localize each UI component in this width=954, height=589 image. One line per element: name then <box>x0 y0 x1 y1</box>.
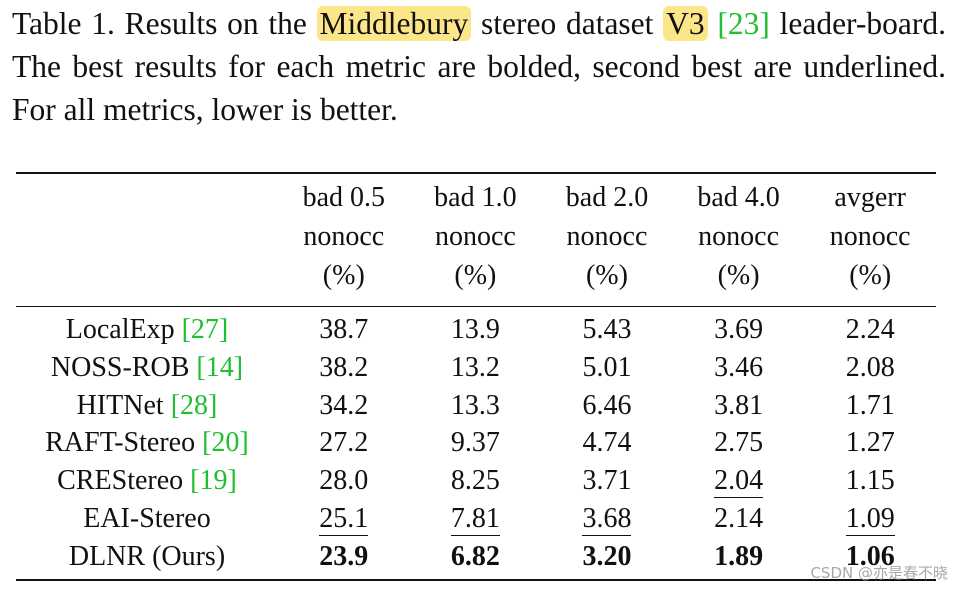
caption-highlight-middlebury: Middlebury <box>316 6 472 41</box>
value-cell: 13.2 <box>450 351 500 383</box>
value-cell: 34.2 <box>319 389 369 421</box>
table-row: DLNR (Ours) 23.9 6.82 3.20 1.89 1.06 <box>16 538 936 576</box>
value-cell: 27.2 <box>319 427 369 459</box>
value-cell: 9.37 <box>450 427 500 459</box>
column-header-bad-1-0: bad 1.0 nonocc (%) <box>434 182 517 291</box>
value-cell: 38.2 <box>319 351 369 383</box>
value-cell: 2.75 <box>714 427 764 459</box>
value-cell: 6.46 <box>582 389 632 421</box>
value-cell: 2.24 <box>845 314 895 345</box>
caption-citation-link[interactable]: [23] <box>717 6 770 41</box>
best-value-cell: 1.06 <box>845 540 895 572</box>
caption-suffix: leader-board. The best results for each … <box>12 6 946 127</box>
best-value-cell: 23.9 <box>319 540 369 572</box>
value-cell: 28.0 <box>319 465 369 497</box>
value-cell: 3.69 <box>714 314 764 345</box>
table-caption: Table 1. Results on the Middlebury stere… <box>12 2 946 131</box>
caption-highlight-v3: V3 <box>663 6 708 41</box>
table-row: CREStereo [19] 28.0 8.25 3.71 2.04 1.15 <box>16 462 936 500</box>
second-best-value-cell: 1.09 <box>845 502 895 536</box>
method-name: LocalExp [27] <box>65 314 229 345</box>
best-value-cell: 3.20 <box>582 540 632 572</box>
method-name: CREStereo [19] <box>57 465 237 497</box>
citation-link[interactable]: [28] <box>170 389 218 421</box>
column-header-bad-0-5: bad 0.5 nonocc (%) <box>302 182 386 291</box>
caption-prefix: Table 1. Results on the <box>12 6 317 41</box>
caption-middle: stereo dataset <box>471 6 664 41</box>
value-cell: 1.15 <box>845 465 895 497</box>
citation-link[interactable]: [20] <box>202 427 249 459</box>
results-table: bad 0.5 nonocc (%) bad 1.0 nonocc (%) bad 2.… <box>16 178 936 576</box>
value-cell: 5.01 <box>582 351 632 383</box>
results-table-header: bad 0.5 nonocc (%) bad 1.0 nonocc (%) bad 2.… <box>16 178 936 311</box>
value-cell: 5.43 <box>582 314 632 345</box>
value-cell: 8.25 <box>450 465 500 497</box>
column-header-bad-2-0: bad 2.0 nonocc (%) <box>565 182 649 291</box>
best-value-cell: 6.82 <box>450 540 500 572</box>
table-row: NOSS-ROB [14] 38.2 13.2 5.01 3.46 2.08 <box>16 349 936 387</box>
value-cell: 1.27 <box>845 427 895 459</box>
method-column-header <box>16 178 278 295</box>
results-table-body: LocalExp [27] 38.7 13.9 5.43 3.69 2.24 N… <box>16 311 936 576</box>
column-header-bad-4-0: bad 4.0 nonocc (%) <box>697 182 780 291</box>
citation-link[interactable]: [27] <box>181 314 229 345</box>
table-bottom-rule <box>16 579 936 581</box>
value-cell: 2.14 <box>714 502 764 534</box>
table-row: LocalExp [27] 38.7 13.9 5.43 3.69 2.24 <box>16 311 936 349</box>
method-name: NOSS-ROB [14] <box>50 351 244 383</box>
second-best-value-cell: 25.1 <box>319 502 369 536</box>
table-row: EAI-Stereo 25.1 7.81 3.68 2.14 1.09 <box>16 500 936 538</box>
method-name: EAI-Stereo <box>83 502 211 534</box>
method-name: RAFT-Stereo [20] <box>45 427 249 459</box>
value-cell: 13.3 <box>450 389 500 421</box>
method-name: HITNet [28] <box>76 389 218 421</box>
value-cell: 3.46 <box>714 351 764 383</box>
caption-space <box>708 6 718 41</box>
method-name: DLNR (Ours) <box>68 540 226 572</box>
column-header-avgerr: avgerr nonocc (%) <box>829 182 911 291</box>
second-best-value-cell: 3.68 <box>582 502 632 536</box>
value-cell: 3.81 <box>714 389 764 421</box>
value-cell: 3.71 <box>582 465 632 497</box>
best-value-cell: 1.89 <box>714 540 764 572</box>
table-row: RAFT-Stereo [20] 27.2 9.37 4.74 2.75 1.2… <box>16 424 936 462</box>
csdn-watermark: CSDN @亦是春不晓 <box>810 564 948 582</box>
citation-link[interactable]: [19] <box>190 465 237 497</box>
table-row: HITNet [28] 34.2 13.3 6.46 3.81 1.71 <box>16 387 936 425</box>
citation-link[interactable]: [14] <box>196 351 244 383</box>
value-cell: 1.71 <box>845 389 895 421</box>
second-best-value-cell: 2.04 <box>714 465 764 499</box>
value-cell: 4.74 <box>582 427 632 459</box>
second-best-value-cell: 7.81 <box>450 502 500 536</box>
table-top-rule <box>16 172 936 174</box>
value-cell: 38.7 <box>319 314 369 345</box>
value-cell: 2.08 <box>845 351 895 383</box>
table-header-rule <box>16 306 936 307</box>
value-cell: 13.9 <box>450 314 500 345</box>
